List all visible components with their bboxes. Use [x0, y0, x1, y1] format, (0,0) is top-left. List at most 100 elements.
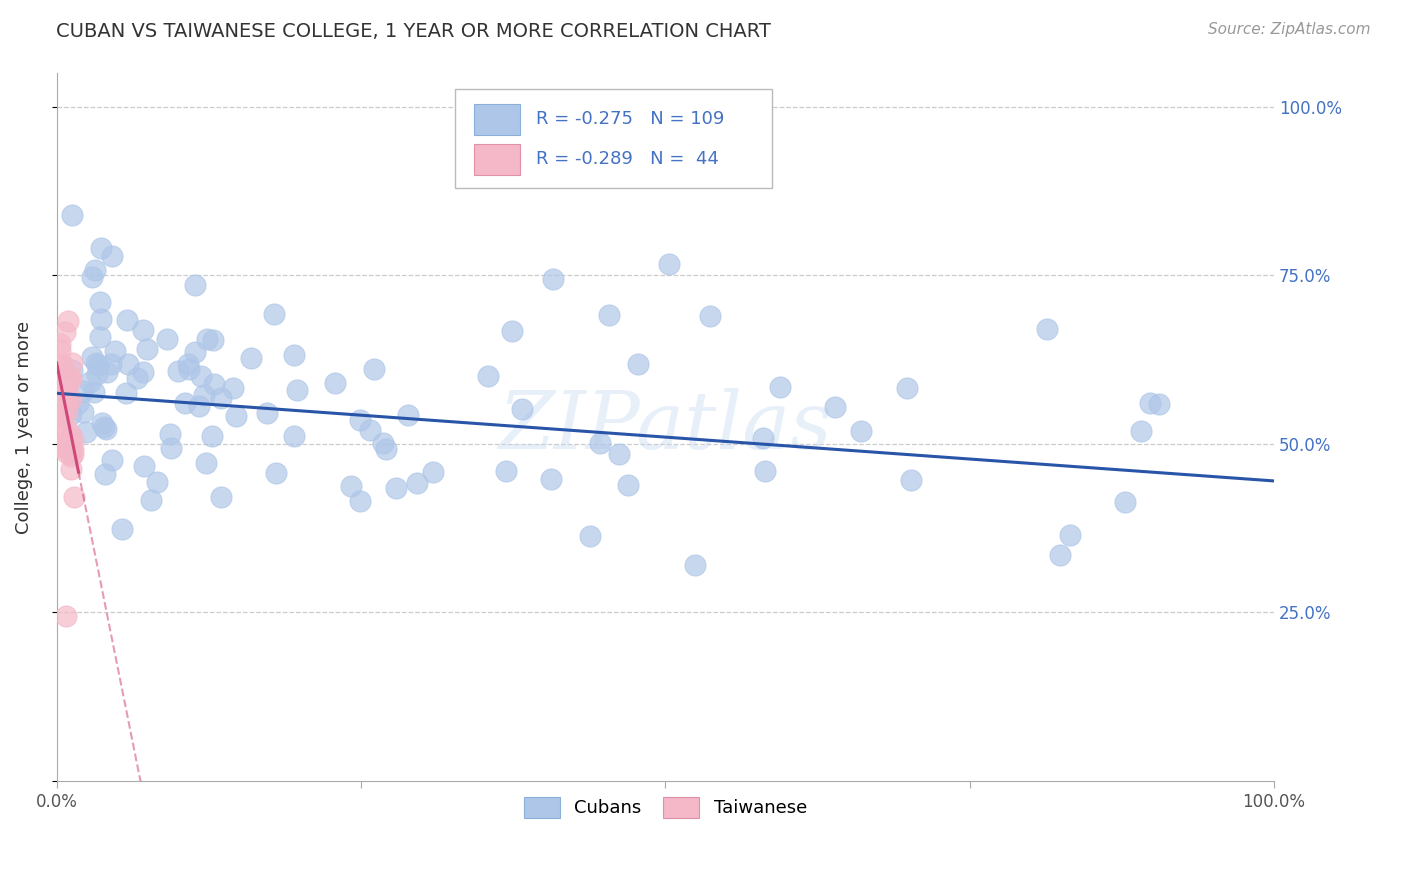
Point: [222, 381, 245, 395]
Point: [824, 400, 846, 414]
Point: [283, 429, 305, 443]
Point: [48, 389, 70, 403]
Point: [56, 442, 79, 456]
Point: [100, 453, 122, 467]
Point: [477, 368, 499, 383]
Point: [900, 473, 922, 487]
Point: [194, 456, 217, 470]
Point: [55, 382, 77, 396]
Point: [1139, 396, 1161, 410]
Point: [51, 358, 73, 372]
Point: [617, 478, 640, 492]
Point: [340, 479, 363, 493]
Point: [1114, 495, 1136, 509]
Point: [60, 449, 83, 463]
Point: [49, 401, 72, 415]
Point: [166, 364, 188, 378]
Point: [94, 467, 117, 482]
Point: [48, 392, 70, 406]
Point: [540, 472, 562, 486]
Point: [225, 409, 247, 423]
Point: [754, 464, 776, 478]
Point: [658, 257, 681, 271]
Point: [80, 350, 103, 364]
Point: [94, 421, 117, 435]
Point: [201, 333, 224, 347]
Point: [53, 365, 76, 379]
Point: [627, 357, 650, 371]
Text: R = -0.275   N = 109: R = -0.275 N = 109: [536, 111, 724, 128]
Point: [359, 423, 381, 437]
Point: [607, 447, 630, 461]
Point: [62, 490, 84, 504]
Point: [59, 428, 82, 442]
Point: [51, 357, 73, 371]
Point: [55, 608, 77, 623]
Point: [385, 482, 408, 496]
Point: [83, 385, 105, 400]
Point: [100, 357, 122, 371]
Point: [349, 494, 371, 508]
Point: [62, 433, 84, 447]
Point: [60, 392, 83, 406]
Point: [79, 376, 101, 390]
Point: [1049, 548, 1071, 562]
Point: [146, 475, 169, 489]
Point: [264, 466, 287, 480]
Text: R = -0.289   N =  44: R = -0.289 N = 44: [536, 151, 718, 169]
Point: [51, 411, 73, 425]
Point: [896, 381, 918, 395]
Point: [363, 362, 385, 376]
Point: [849, 424, 872, 438]
Point: [141, 493, 163, 508]
Point: [59, 434, 82, 448]
Point: [59, 407, 82, 421]
Point: [51, 410, 73, 425]
Point: [51, 362, 73, 376]
Point: [396, 409, 419, 423]
Point: [62, 442, 84, 457]
Point: [501, 324, 523, 338]
Point: [510, 401, 533, 416]
Point: [59, 370, 82, 384]
Point: [1130, 424, 1153, 438]
Point: [375, 442, 398, 456]
Text: Source: ZipAtlas.com: Source: ZipAtlas.com: [1208, 22, 1371, 37]
Point: [93, 420, 115, 434]
Point: [48, 343, 70, 357]
Point: [174, 396, 197, 410]
Point: [349, 413, 371, 427]
Point: [52, 409, 75, 424]
Point: [183, 277, 205, 292]
Point: [256, 406, 278, 420]
Point: [127, 370, 149, 384]
Point: [55, 404, 77, 418]
Point: [371, 436, 394, 450]
Point: [111, 522, 134, 536]
Point: [82, 270, 104, 285]
Point: [1036, 322, 1059, 336]
Point: [53, 325, 76, 339]
Point: [52, 376, 75, 390]
Point: [49, 440, 72, 454]
Point: [55, 396, 77, 410]
Point: [115, 386, 138, 401]
Point: [201, 428, 224, 442]
Text: ZIPatlas: ZIPatlas: [499, 388, 832, 466]
Point: [769, 380, 792, 394]
FancyBboxPatch shape: [474, 144, 520, 175]
Point: [263, 307, 285, 321]
Point: [84, 356, 107, 370]
Point: [91, 417, 114, 431]
Text: CUBAN VS TAIWANESE COLLEGE, 1 YEAR OR MORE CORRELATION CHART: CUBAN VS TAIWANESE COLLEGE, 1 YEAR OR MO…: [56, 22, 770, 41]
Point: [59, 462, 82, 476]
Point: [685, 558, 707, 572]
Point: [193, 388, 215, 402]
Point: [58, 314, 80, 328]
Point: [90, 312, 112, 326]
FancyBboxPatch shape: [474, 103, 520, 135]
Point: [131, 365, 153, 379]
Point: [183, 345, 205, 359]
Point: [179, 362, 201, 376]
Point: [56, 446, 79, 460]
